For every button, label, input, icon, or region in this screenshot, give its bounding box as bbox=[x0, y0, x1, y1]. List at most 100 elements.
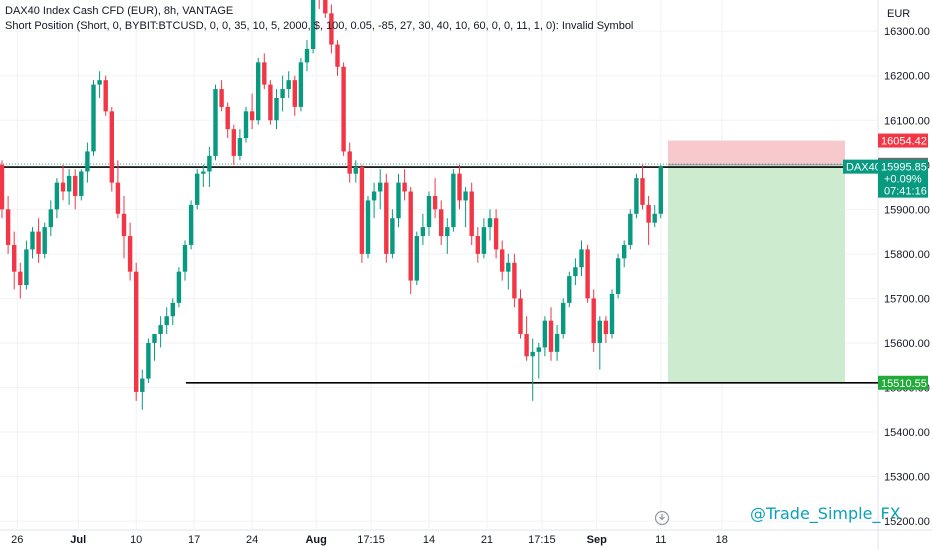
candle-body bbox=[176, 271, 182, 303]
candle-body bbox=[12, 244, 17, 272]
take-profit-zone bbox=[667, 164, 845, 383]
candle-body bbox=[36, 231, 41, 254]
price-tick-label: 16200.00 bbox=[884, 71, 930, 83]
replay-icon[interactable] bbox=[654, 510, 670, 526]
price-tick-label: 15800.00 bbox=[884, 249, 930, 261]
candle-body bbox=[487, 218, 493, 228]
time-tick-label: Sep bbox=[587, 534, 607, 546]
position-zones bbox=[667, 140, 845, 383]
last-price-badge bbox=[878, 159, 928, 198]
candle-body bbox=[182, 244, 188, 272]
stop-loss-zone bbox=[667, 140, 845, 165]
price-tick-label: 15600.00 bbox=[884, 338, 930, 350]
candle-body bbox=[579, 249, 584, 268]
candle-body bbox=[121, 213, 127, 237]
time-tick-label: 11 bbox=[655, 534, 666, 546]
time-tick-label: 18 bbox=[716, 534, 728, 546]
time-tick-label: 26 bbox=[11, 534, 23, 546]
candle-body bbox=[304, 48, 310, 63]
candle-body bbox=[127, 236, 133, 272]
time-tick-label: 14 bbox=[423, 534, 435, 546]
target-badge-label: 15510.55 bbox=[881, 378, 927, 390]
candle-body bbox=[603, 320, 609, 335]
candle-body bbox=[518, 298, 523, 335]
candle-body bbox=[225, 106, 230, 130]
candle-body bbox=[567, 276, 572, 303]
candle-body bbox=[134, 271, 139, 392]
candle-body bbox=[262, 62, 267, 85]
last-price-change: +0.09% bbox=[884, 174, 922, 186]
candle-body bbox=[652, 213, 657, 223]
candle-body bbox=[109, 111, 114, 183]
candle-body bbox=[524, 334, 529, 357]
candle-body bbox=[432, 195, 438, 210]
candle-body bbox=[530, 351, 535, 357]
candle-body bbox=[512, 262, 517, 299]
candle-body bbox=[561, 302, 566, 335]
candle-body bbox=[323, 0, 328, 14]
candle-body bbox=[457, 173, 462, 201]
candle-body bbox=[243, 111, 249, 139]
price-tick-label: 15300.00 bbox=[884, 472, 930, 484]
candle-body bbox=[622, 244, 627, 259]
chart-title[interactable]: DAX40 Index Cash CFD (EUR), 8h, VANTAGE bbox=[5, 5, 234, 17]
candle-body bbox=[268, 84, 273, 121]
price-tick-label: 15200.00 bbox=[884, 516, 930, 528]
candle-body bbox=[609, 293, 615, 335]
candle-body bbox=[335, 44, 340, 67]
currency-label: EUR bbox=[887, 8, 910, 20]
watermark: @Trade_Simple_FX bbox=[750, 504, 901, 524]
candle-body bbox=[658, 166, 663, 214]
indicator-legend[interactable]: Short Position (Short, 0, BYBIT:BTCUSD, … bbox=[5, 20, 634, 32]
candles bbox=[0, 0, 663, 410]
candle-body bbox=[628, 213, 633, 245]
candle-body bbox=[378, 182, 383, 192]
candle-body bbox=[542, 320, 548, 348]
price-tick-label: 16300.00 bbox=[884, 26, 930, 38]
candle-body bbox=[640, 178, 645, 205]
candle-body bbox=[329, 13, 334, 45]
candle-body bbox=[585, 249, 590, 299]
candle-body bbox=[384, 182, 389, 254]
time-axis: 26 Jul 10 17 24 Aug 17:15 14 21 17:15 Sep 11 18 bbox=[11, 534, 728, 546]
candle-body bbox=[310, 0, 316, 49]
candle-body bbox=[402, 182, 407, 192]
time-tick-label: 21 bbox=[481, 534, 493, 546]
candle-body bbox=[158, 325, 163, 335]
candle-body bbox=[597, 320, 602, 343]
candle-body bbox=[463, 191, 468, 201]
candle-body bbox=[91, 84, 96, 152]
candle-body bbox=[79, 171, 84, 196]
candle-body bbox=[365, 200, 371, 254]
candle-body bbox=[634, 178, 639, 214]
candle-body bbox=[164, 316, 169, 326]
time-tick-label: 24 bbox=[246, 534, 258, 546]
candle-body bbox=[426, 195, 432, 228]
candle-body bbox=[506, 262, 511, 272]
candle-body bbox=[591, 298, 596, 343]
price-tick-label: 15700.00 bbox=[884, 293, 930, 305]
time-tick-label: 17:15 bbox=[357, 534, 385, 546]
time-tick-label: 10 bbox=[130, 534, 142, 546]
price-tick-label: 15400.00 bbox=[884, 427, 930, 439]
candle-body bbox=[54, 182, 60, 210]
candle-body bbox=[445, 227, 450, 237]
candle-body bbox=[66, 175, 72, 192]
price-tick-label: 16100.00 bbox=[884, 115, 930, 127]
candle-body bbox=[5, 209, 11, 245]
candle-body bbox=[286, 80, 291, 90]
candle-body bbox=[493, 218, 499, 250]
time-tick-label: Aug bbox=[305, 534, 326, 546]
level-lines bbox=[0, 163, 878, 384]
candle-body bbox=[500, 249, 505, 272]
candle-body bbox=[48, 209, 53, 228]
candle-body bbox=[475, 236, 480, 254]
candle-body bbox=[414, 236, 419, 281]
candle-body bbox=[152, 334, 157, 343]
candle-body bbox=[201, 171, 206, 174]
candle-body bbox=[292, 80, 297, 107]
candle-body bbox=[359, 167, 365, 254]
candle-body bbox=[390, 218, 395, 254]
